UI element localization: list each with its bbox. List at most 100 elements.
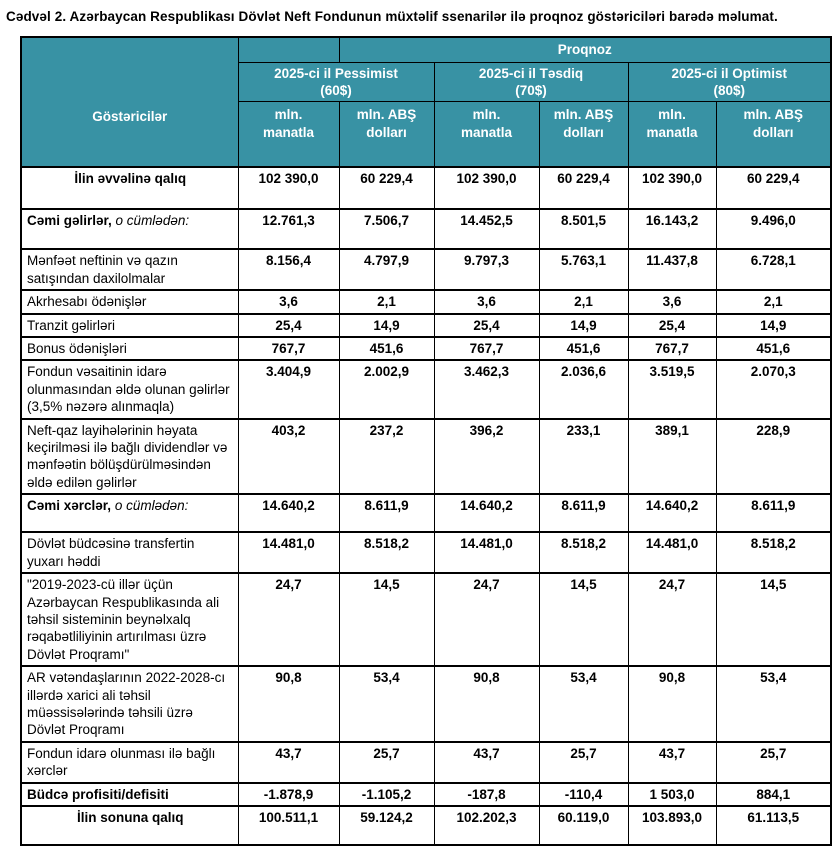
unit-header-usd: mln. ABŞ dolları xyxy=(715,101,832,168)
scenario-price: (70$) xyxy=(515,83,547,99)
value-cell: 3.462,3 xyxy=(433,359,540,420)
value-cell: 53,4 xyxy=(715,665,832,743)
value-cell: 2.036,6 xyxy=(538,359,629,420)
value-cell: 8.518,2 xyxy=(338,531,435,575)
value-cell: 102 390,0 xyxy=(433,166,540,211)
value-cell: 60.119,0 xyxy=(538,804,629,846)
table-row: İlin əvvəlinə qalıq 102 390,0 60 229,4 102 … xyxy=(20,166,832,211)
value-cell: 103.893,0 xyxy=(627,804,717,846)
table-row: Fondun vəsaitinin idarə olunmasından əld… xyxy=(20,359,832,420)
value-cell: 3.404,9 xyxy=(237,359,340,420)
value-cell: 60 229,4 xyxy=(338,166,435,211)
value-cell: 43,7 xyxy=(237,740,340,784)
value-cell: 884,1 xyxy=(715,781,832,808)
row-label: Mənfəət neftinin və qazın satışından dax… xyxy=(27,253,178,286)
scenario-header-tesdiq: 2025-ci il Təsdiq (70$) xyxy=(433,61,629,103)
table-row: Cəmi gəlirlər, o cümlədən: 12.761,3 7.506,… xyxy=(20,208,832,251)
value-cell: 25,7 xyxy=(338,740,435,784)
value-cell: 53,4 xyxy=(538,665,629,743)
table-header: Göstəricilər Proqnoz 2025-ci il Pessimis… xyxy=(20,36,832,168)
table-row: Neft-qaz layihələrinin həyata keçirilməs… xyxy=(20,417,832,496)
value-cell: 451,6 xyxy=(338,336,435,362)
header-row-scenarios: 2025-ci il Pessimist (60$) 2025-ci il Tə… xyxy=(21,61,832,103)
value-cell: 24,7 xyxy=(237,572,340,668)
value-cell: 8.611,9 xyxy=(338,493,435,534)
row-label: Dövlət büdcəsinə transfertin yuxarı hədd… xyxy=(27,536,195,569)
scenario-price: (60$) xyxy=(320,83,352,99)
row-label-suffix: o cümlədən: xyxy=(111,213,190,229)
row-label-cell: Dövlət büdcəsinə transfertin yuxarı hədd… xyxy=(20,531,239,575)
value-cell: 14.481,0 xyxy=(433,531,540,575)
row-label-cell: Akrhesabı ödənişlər xyxy=(20,289,239,315)
value-cell: 4.797,9 xyxy=(338,248,435,292)
value-cell: 7.506,7 xyxy=(338,208,435,251)
value-cell: 25,4 xyxy=(237,312,340,339)
value-cell: 59.124,2 xyxy=(338,804,435,846)
value-cell: 53,4 xyxy=(338,665,435,743)
value-cell: 14.452,5 xyxy=(433,208,540,251)
table-row: Mənfəət neftinin və qazın satışından dax… xyxy=(20,248,832,292)
value-cell: 6.728,1 xyxy=(715,248,832,292)
value-cell: -110,4 xyxy=(538,781,629,808)
row-label-cell: İlin əvvəlinə qalıq xyxy=(20,166,239,211)
value-cell: 11.437,8 xyxy=(627,248,717,292)
unit-header-usd: mln. ABŞ dolları xyxy=(538,101,629,168)
row-label: Fondun idarə olunması ilə bağlı xərclər xyxy=(27,745,216,779)
value-cell: 2.070,3 xyxy=(715,359,832,420)
value-cell: 102 390,0 xyxy=(237,166,340,211)
scenario-title: 2025-ci il Təsdiq xyxy=(478,65,584,81)
row-label: Cəmi gəlirlər, xyxy=(27,213,112,229)
value-cell: 90,8 xyxy=(433,665,540,743)
row-label: İlin sonuna qalıq xyxy=(76,809,184,825)
row-label-cell: Tranzit gəlirləri xyxy=(20,312,239,339)
value-cell: 102 390,0 xyxy=(627,166,717,211)
value-cell: 14,5 xyxy=(715,572,832,668)
value-cell: 14.640,2 xyxy=(237,493,340,534)
value-cell: 60 229,4 xyxy=(715,166,832,211)
unit-header-usd: mln. ABŞ dolları xyxy=(338,101,435,168)
value-cell: 100.511,1 xyxy=(237,804,340,846)
table-row: Dövlət büdcəsinə transfertin yuxarı hədd… xyxy=(20,531,832,575)
value-cell: 2.002,9 xyxy=(338,359,435,420)
value-cell: 396,2 xyxy=(433,417,540,496)
value-cell: 25,4 xyxy=(433,312,540,339)
row-label-cell: Büdcə profisiti/defisiti xyxy=(20,781,239,808)
value-cell: 24,7 xyxy=(627,572,717,668)
row-label-cell: Fondun idarə olunması ilə bağlı xərclər xyxy=(20,740,239,784)
table-row: "2019-2023-cü illər üçün Azərbaycan Resp… xyxy=(20,572,832,668)
value-cell: 767,7 xyxy=(433,336,540,362)
scenario-header-optimist: 2025-ci il Optimist (80$) xyxy=(627,61,832,103)
scenario-price: (80$) xyxy=(713,83,746,99)
value-cell: 14,9 xyxy=(538,312,629,339)
header-empty-cell xyxy=(237,36,340,63)
scenario-title: 2025-ci il Optimist xyxy=(671,65,788,81)
value-cell: -1.878,9 xyxy=(237,781,340,808)
row-label-suffix: o cümlədən: xyxy=(111,498,189,514)
value-cell: 8.518,2 xyxy=(538,531,629,575)
value-cell: 60 229,4 xyxy=(538,166,629,211)
value-cell: 14,9 xyxy=(715,312,832,339)
value-cell: 8.156,4 xyxy=(237,248,340,292)
value-cell: 451,6 xyxy=(715,336,832,362)
document-title: Cədvəl 2. Azərbaycan Respublikası Dövlət… xyxy=(6,9,778,24)
value-cell: 43,7 xyxy=(433,740,540,784)
unit-header-manat: mln. manatla xyxy=(237,101,340,168)
value-cell: -1.105,2 xyxy=(338,781,435,808)
table-row: Bonus ödənişləri 767,7 451,6 767,7 451,6 767,… xyxy=(20,336,832,362)
value-cell: 8.518,2 xyxy=(715,531,832,575)
value-cell: 767,7 xyxy=(627,336,717,362)
value-cell: 451,6 xyxy=(538,336,629,362)
value-cell: 43,7 xyxy=(627,740,717,784)
table-row: Büdcə profisiti/defisiti -1.878,9 -1.105,2… xyxy=(20,781,832,808)
scenario-header-pessimist: 2025-ci il Pessimist (60$) xyxy=(237,61,435,103)
value-cell: 25,7 xyxy=(715,740,832,784)
value-cell: 8.611,9 xyxy=(715,493,832,534)
forecast-table: Göstəricilər Proqnoz 2025-ci il Pessimis… xyxy=(20,35,833,846)
value-cell: 102.202,3 xyxy=(433,804,540,846)
unit-header-manat: mln. manatla xyxy=(627,101,717,168)
row-label: Bonus ödənişləri xyxy=(27,341,127,357)
value-cell: 3,6 xyxy=(237,289,340,315)
row-label-cell: Neft-qaz layihələrinin həyata keçirilməs… xyxy=(20,417,239,496)
header-row-units: mln. manatla mln. ABŞ dolları mln. manat… xyxy=(21,101,832,168)
value-cell: 25,7 xyxy=(538,740,629,784)
